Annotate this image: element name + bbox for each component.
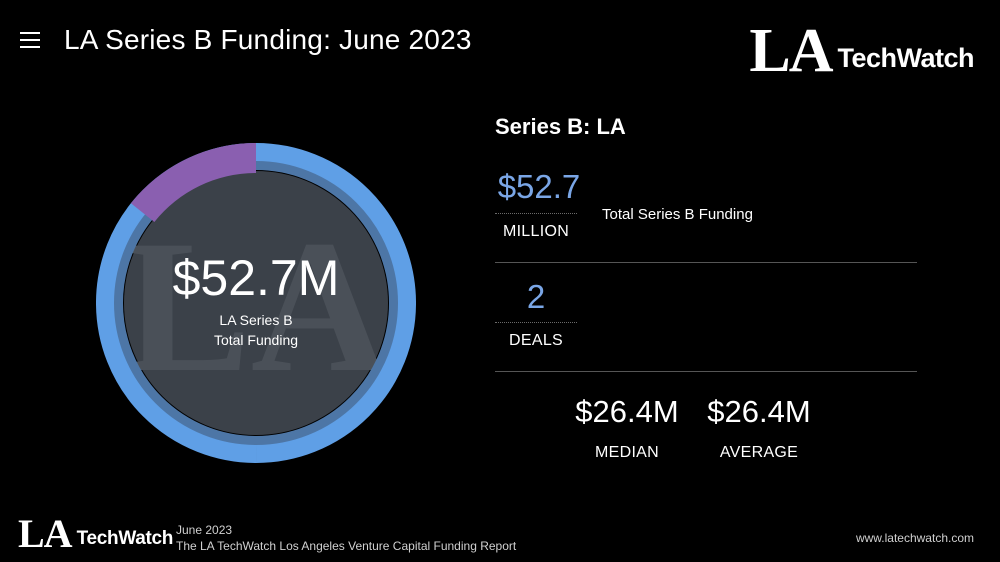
footer-report-title: The LA TechWatch Los Angeles Venture Cap… bbox=[176, 539, 517, 553]
footer-logo-techwatch: TechWatch bbox=[76, 528, 174, 549]
brand-logo-la: LA bbox=[749, 17, 833, 85]
average-label: AVERAGE bbox=[719, 444, 799, 461]
menu-bar-2 bbox=[20, 39, 40, 41]
funding-donut: LA $52.7M LA Series B Total Funding bbox=[96, 138, 416, 468]
donut-center-text: $52.7M LA Series B Total Funding bbox=[96, 138, 416, 468]
total-funding-unit: MILLION bbox=[502, 223, 570, 240]
donut-chart-svg: LA bbox=[96, 143, 416, 463]
section-title: Series B: LA bbox=[495, 114, 626, 139]
hamburger-menu-icon[interactable] bbox=[20, 32, 40, 48]
footer-website-link[interactable]: www.latechwatch.com bbox=[855, 531, 974, 545]
median-label: MEDIAN bbox=[594, 444, 660, 461]
donut-caption-line-2: Total Funding bbox=[213, 332, 299, 348]
section-divider-2 bbox=[495, 371, 917, 372]
footer-logo-la: LA bbox=[18, 511, 73, 556]
section-divider-1 bbox=[495, 262, 917, 263]
median-kpi: $26.4M MEDIAN bbox=[562, 394, 692, 462]
total-funding-value: $52.7 bbox=[497, 168, 581, 205]
menu-bar-1 bbox=[20, 32, 40, 34]
total-funding-description: Total Series B Funding bbox=[602, 206, 753, 223]
total-funding-amount: $52.7M bbox=[172, 250, 340, 306]
deals-count-value: 2 bbox=[526, 278, 546, 315]
donut-segments bbox=[96, 143, 416, 463]
donut-highlight-wedge bbox=[130, 143, 256, 222]
donut-segment-1 bbox=[255, 143, 416, 463]
menu-bar-3 bbox=[20, 46, 40, 48]
median-value: $26.4M bbox=[575, 394, 679, 429]
page-title: LA Series B Funding: June 2023 bbox=[64, 24, 472, 55]
brand-logo-techwatch: TechWatch bbox=[837, 43, 974, 73]
total-divider bbox=[495, 213, 577, 214]
brand-logo: LA TechWatch bbox=[749, 17, 974, 85]
average-value: $26.4M bbox=[707, 394, 811, 429]
footer-report-info: June 2023 The LA TechWatch Los Angeles V… bbox=[176, 522, 516, 554]
footer-brand-logo: LA TechWatch bbox=[18, 511, 174, 556]
deals-unit: DEALS bbox=[509, 332, 563, 349]
donut-caption-line-1: LA Series B bbox=[219, 312, 293, 328]
average-kpi: $26.4M AVERAGE bbox=[694, 394, 824, 462]
donut-inner-fill bbox=[124, 171, 388, 435]
footer-date: June 2023 bbox=[176, 523, 233, 537]
deals-divider bbox=[495, 322, 577, 323]
header: LA Series B Funding: June 2023 bbox=[20, 20, 472, 60]
la-watermark: LA bbox=[124, 202, 388, 412]
